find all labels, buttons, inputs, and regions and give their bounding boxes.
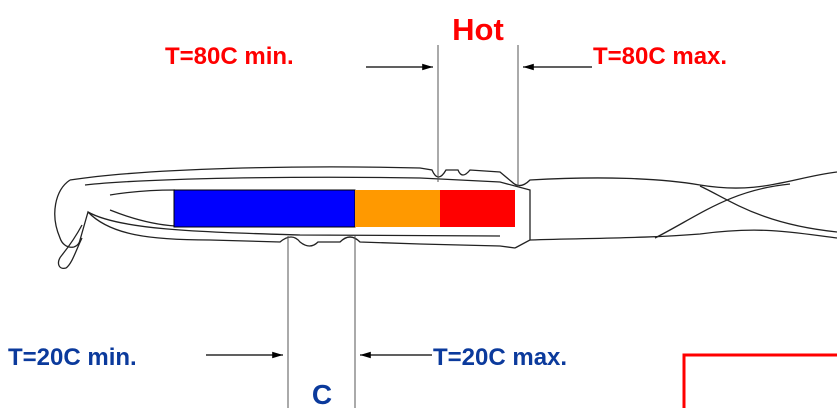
cold-min-label: T=20C min. bbox=[8, 344, 137, 371]
hot-min-label: T=80C min. bbox=[165, 43, 294, 70]
cold-max-label: T=20C max. bbox=[433, 344, 567, 371]
red-box bbox=[682, 353, 837, 408]
hot-label: Hot bbox=[452, 12, 504, 47]
hot-zone bbox=[440, 190, 515, 227]
hot-max-label: T=80C max. bbox=[593, 43, 727, 70]
cold-zone bbox=[173, 189, 356, 228]
cold-label: C bbox=[312, 379, 332, 408]
transition-zone bbox=[355, 190, 440, 227]
tube bbox=[54, 166, 837, 269]
